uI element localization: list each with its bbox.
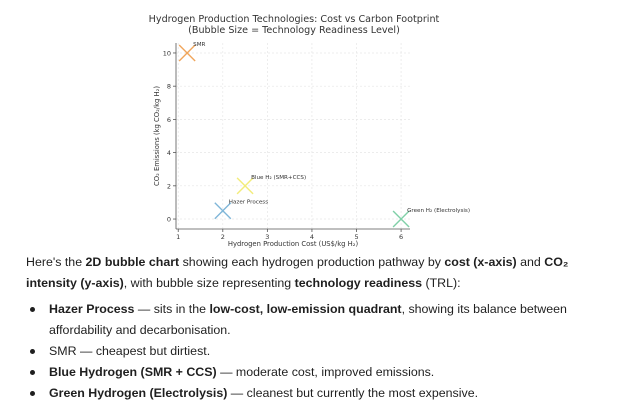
bubble-marker bbox=[178, 44, 196, 62]
text-run: (TRL): bbox=[422, 276, 461, 290]
chart-svg: Hydrogen Production Technologies: Cost v… bbox=[149, 14, 470, 248]
chart-subtitle: (Bubble Size = Technology Readiness Leve… bbox=[188, 25, 400, 36]
bold-text: Blue Hydrogen (SMR + CCS) bbox=[49, 365, 217, 379]
x-tick-label: 3 bbox=[265, 233, 269, 241]
bubble-marker bbox=[392, 210, 410, 228]
x-tick-label: 6 bbox=[399, 233, 403, 241]
x-tick-label: 2 bbox=[221, 233, 225, 241]
text-run: showing each hydrogen production pathway… bbox=[179, 255, 445, 269]
point-label: SMR bbox=[193, 42, 205, 48]
intro-paragraph: Here's the 2D bubble chart showing each … bbox=[26, 252, 606, 294]
text-run: Here's the bbox=[26, 255, 86, 269]
bold-text: 2D bubble chart bbox=[85, 255, 180, 269]
text-run: , with bubble size representing bbox=[123, 276, 295, 290]
list-item-text: Green Hydrogen (Electrolysis) — cleanest… bbox=[49, 386, 478, 400]
bold-text: technology readiness bbox=[294, 276, 422, 290]
x-tick-label: 4 bbox=[310, 233, 314, 241]
bold-text: CO₂ intensity (y-axis) bbox=[26, 255, 569, 290]
text-run: SMR bbox=[49, 344, 77, 358]
bullet-list: Hazer Process — sits in the low-cost, lo… bbox=[26, 299, 606, 404]
y-tick-label: 10 bbox=[163, 49, 171, 57]
list-item-text: Hazer Process — sits in the low-cost, lo… bbox=[49, 302, 567, 337]
list-item: Blue Hydrogen (SMR + CCS) — moderate cos… bbox=[26, 362, 606, 383]
y-tick-label: 0 bbox=[167, 216, 171, 224]
y-tick-label: 2 bbox=[167, 182, 171, 190]
y-tick-label: 8 bbox=[167, 83, 171, 91]
list-item: SMR — cheapest but dirtiest. bbox=[26, 341, 606, 362]
bold-text: Hazer Process bbox=[49, 302, 135, 316]
point-label: Hazer Process bbox=[229, 200, 268, 206]
y-tick-label: 6 bbox=[167, 116, 171, 124]
response-text: Here's the 2D bubble chart showing each … bbox=[26, 252, 606, 404]
y-tick-label: 4 bbox=[167, 149, 171, 157]
x-tick-label: 5 bbox=[354, 233, 358, 241]
list-item-text: SMR — cheapest but dirtiest. bbox=[49, 344, 210, 358]
bullet-icon bbox=[30, 349, 35, 354]
text-run: — cleanest but currently the most expens… bbox=[227, 386, 479, 400]
chart-title: Hydrogen Production Technologies: Cost v… bbox=[149, 14, 440, 25]
text-run: , showing its balance between affordabil… bbox=[49, 302, 567, 337]
point-label: Green H₂ (Electrolysis) bbox=[407, 208, 470, 214]
list-item: Hazer Process — sits in the low-cost, lo… bbox=[26, 299, 606, 341]
bold-text: cost (x-axis) bbox=[444, 255, 517, 269]
list-item: Green Hydrogen (Electrolysis) — cleanest… bbox=[26, 383, 606, 404]
text-run: — sits in the bbox=[134, 302, 210, 316]
bubble-marker bbox=[236, 177, 254, 195]
text-run: and bbox=[516, 255, 545, 269]
bullet-icon bbox=[30, 370, 35, 375]
bullet-icon bbox=[30, 307, 35, 312]
x-axis-label: Hydrogen Production Cost (US$/kg H₂) bbox=[228, 240, 359, 248]
bullet-icon bbox=[30, 391, 35, 396]
bold-text: Green Hydrogen (Electrolysis) bbox=[49, 386, 228, 400]
y-axis-label: CO₂ Emissions (kg CO₂/kg H₂) bbox=[153, 86, 161, 186]
text-run: — cheapest but dirtiest. bbox=[76, 344, 211, 358]
list-item-text: Blue Hydrogen (SMR + CCS) — moderate cos… bbox=[49, 365, 434, 379]
bubble-marker bbox=[214, 202, 232, 220]
bubble-chart: Hydrogen Production Technologies: Cost v… bbox=[149, 14, 470, 248]
bold-text: low-cost, low-emission quadrant bbox=[209, 302, 402, 316]
point-label: Blue H₂ (SMR+CCS) bbox=[251, 175, 306, 181]
text-run: — moderate cost, improved emissions. bbox=[216, 365, 435, 379]
x-tick-label: 1 bbox=[176, 233, 180, 241]
